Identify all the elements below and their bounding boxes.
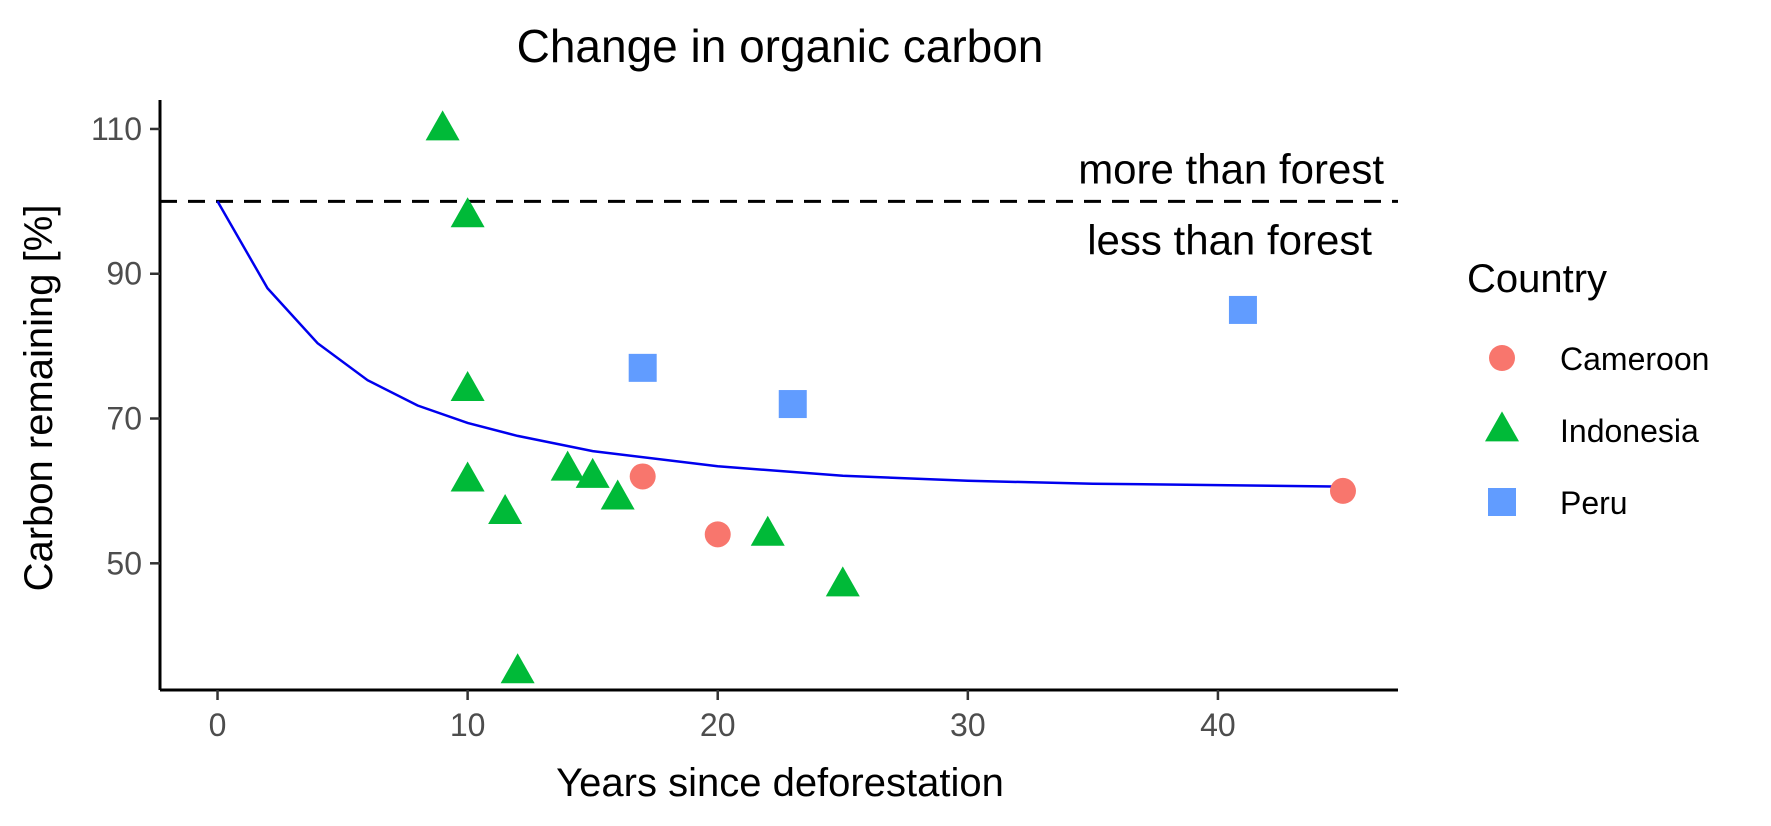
y-tick-label: 70 bbox=[106, 401, 142, 437]
reference-label-above: more than forest bbox=[1078, 145, 1384, 192]
data-point-indonesia bbox=[750, 515, 785, 546]
legend-key-peru bbox=[1488, 488, 1516, 516]
data-point-indonesia bbox=[825, 566, 860, 597]
x-tick-label: 40 bbox=[1200, 707, 1236, 743]
legend-label-cameroon: Cameroon bbox=[1560, 341, 1709, 377]
legend-key-indonesia bbox=[1485, 411, 1519, 442]
data-point-indonesia bbox=[550, 450, 585, 481]
y-tick-label: 110 bbox=[91, 111, 142, 147]
y-tick-label: 90 bbox=[106, 256, 142, 292]
data-point-indonesia bbox=[450, 197, 485, 228]
x-tick-label: 10 bbox=[450, 707, 486, 743]
plot-area: 0 10 20 30 40 50 70 90 110 more than forest less t… bbox=[91, 100, 1398, 743]
data-point-indonesia bbox=[600, 479, 635, 510]
y-tick-label: 50 bbox=[106, 545, 142, 581]
reference-label-below: less than forest bbox=[1087, 216, 1372, 263]
x-tick-label: 20 bbox=[700, 707, 736, 743]
fit-curve bbox=[216, 200, 1344, 488]
y-axis-title: Carbon remaining [%] bbox=[17, 205, 61, 592]
data-point-peru bbox=[1228, 295, 1257, 324]
chart-title: Change in organic carbon bbox=[517, 20, 1044, 72]
data-point-indonesia bbox=[575, 457, 610, 488]
data-point-indonesia bbox=[425, 110, 460, 141]
legend-label-peru: Peru bbox=[1560, 485, 1628, 521]
legend-label-indonesia: Indonesia bbox=[1560, 413, 1699, 449]
data-point-peru bbox=[778, 390, 807, 419]
data-point-peru bbox=[628, 353, 657, 382]
legend-key-cameroon bbox=[1489, 345, 1515, 371]
x-tick-label: 0 bbox=[209, 707, 227, 743]
x-axis-title: Years since deforestation bbox=[556, 761, 1004, 805]
legend: Country Cameroon Indonesia Peru bbox=[1467, 257, 1709, 521]
data-point-indonesia bbox=[488, 494, 523, 525]
data-point-indonesia bbox=[500, 653, 535, 684]
legend-title: Country bbox=[1467, 257, 1607, 301]
data-point-cameroon bbox=[704, 521, 731, 548]
data-point-cameroon bbox=[1329, 477, 1356, 504]
data-point-indonesia bbox=[450, 370, 485, 401]
data-point-indonesia bbox=[450, 461, 485, 492]
data-point-cameroon bbox=[629, 463, 656, 490]
x-tick-label: 30 bbox=[950, 707, 986, 743]
